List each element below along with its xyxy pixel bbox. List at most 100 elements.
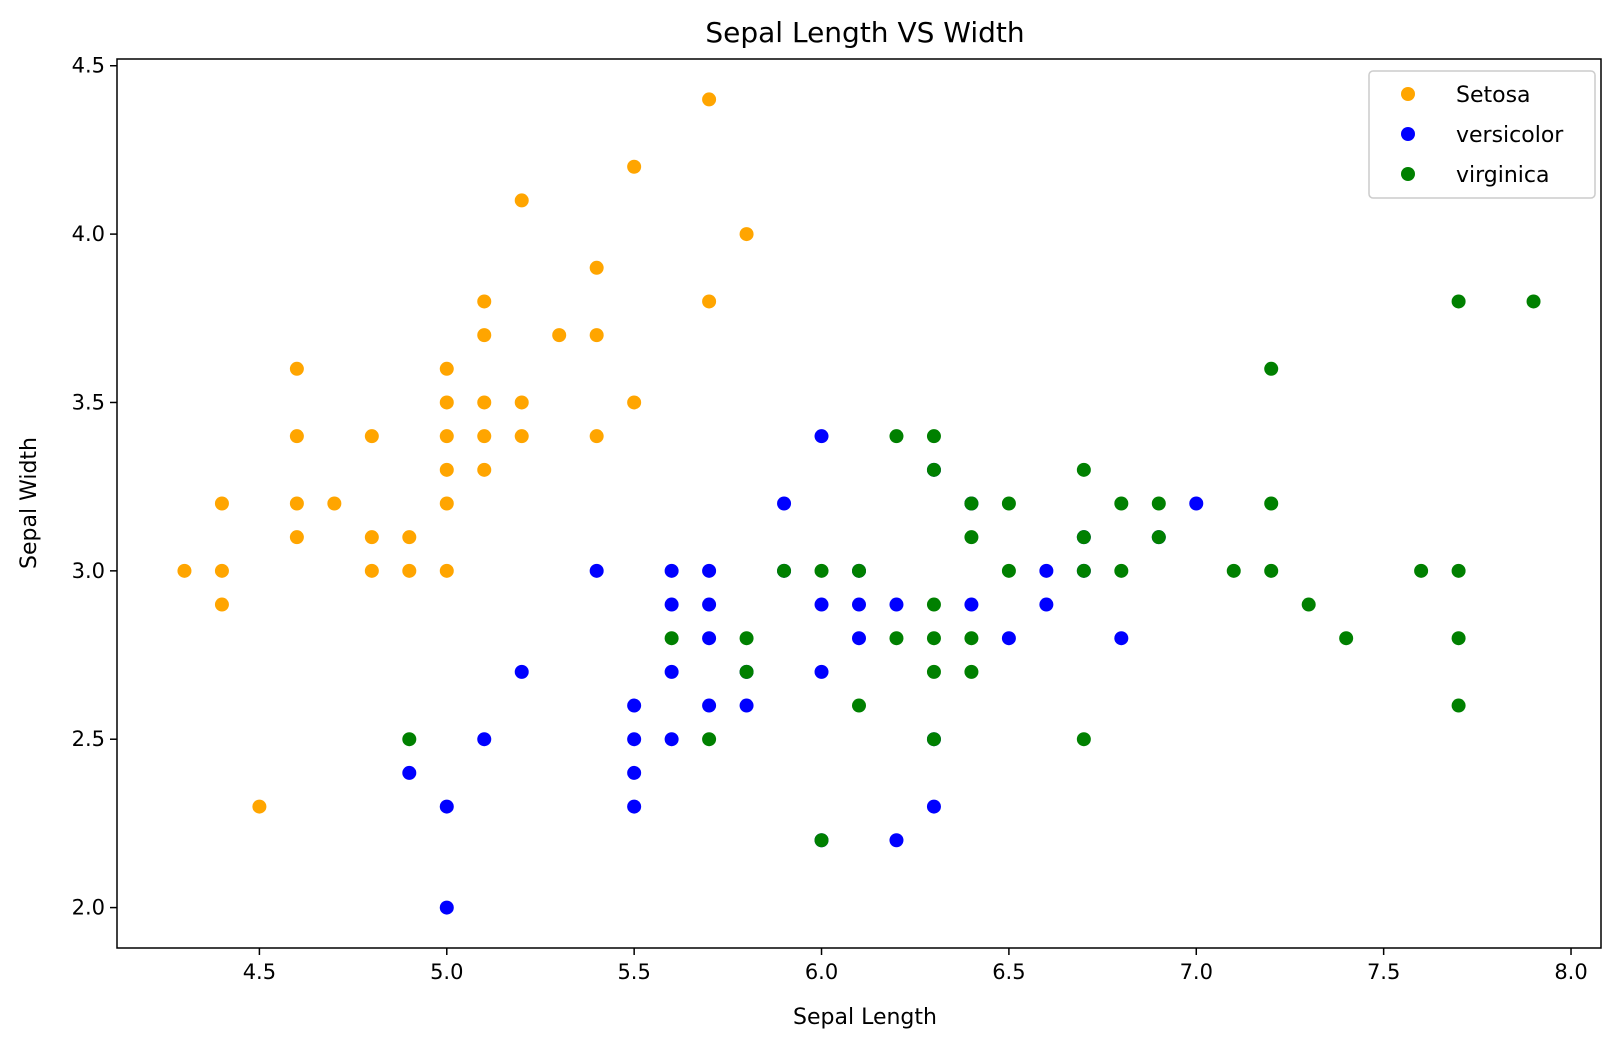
data-point — [926, 597, 941, 612]
data-point — [664, 597, 679, 612]
data-point — [814, 833, 829, 848]
data-point — [1264, 496, 1279, 511]
data-point — [814, 563, 829, 578]
data-point — [664, 563, 679, 578]
legend-marker — [1401, 87, 1415, 101]
data-point — [1001, 563, 1016, 578]
data-point — [514, 395, 529, 410]
data-point — [177, 563, 192, 578]
data-point — [889, 833, 904, 848]
data-point — [439, 429, 454, 444]
data-point — [1451, 698, 1466, 713]
data-point — [477, 328, 492, 343]
data-point — [702, 698, 717, 713]
data-point — [702, 294, 717, 309]
data-point — [964, 631, 979, 646]
data-point — [1151, 496, 1166, 511]
data-point — [926, 664, 941, 679]
data-point — [1451, 563, 1466, 578]
data-point — [926, 631, 941, 646]
data-point — [477, 294, 492, 309]
data-point — [1076, 462, 1091, 477]
data-point — [926, 799, 941, 814]
plot-frame — [116, 58, 1602, 949]
data-point — [964, 597, 979, 612]
chart-title: Sepal Length VS Width — [705, 16, 1024, 49]
data-point — [252, 799, 267, 814]
y-tick-label: 4.5 — [72, 54, 105, 78]
data-point — [1151, 530, 1166, 545]
data-point — [702, 631, 717, 646]
data-point — [514, 193, 529, 208]
data-point — [364, 530, 379, 545]
points-layer — [177, 92, 1541, 915]
data-point — [289, 496, 304, 511]
data-point — [589, 563, 604, 578]
data-point — [1264, 563, 1279, 578]
data-point — [439, 563, 454, 578]
data-point — [514, 664, 529, 679]
data-point — [627, 799, 642, 814]
data-point — [214, 496, 229, 511]
x-tick-label: 4.5 — [243, 960, 276, 984]
x-tick-label: 7.5 — [1367, 960, 1400, 984]
data-point — [739, 698, 754, 713]
data-point — [1526, 294, 1541, 309]
data-point — [327, 496, 342, 511]
data-point — [1264, 361, 1279, 376]
data-point — [1226, 563, 1241, 578]
data-point — [777, 496, 792, 511]
data-point — [214, 563, 229, 578]
data-point — [477, 732, 492, 747]
legend-label: versicolor — [1456, 123, 1564, 148]
data-point — [1301, 597, 1316, 612]
y-tick-label: 2.5 — [72, 727, 105, 751]
x-tick-label: 5.0 — [430, 960, 463, 984]
data-point — [1076, 530, 1091, 545]
data-point — [1114, 631, 1129, 646]
data-point — [552, 328, 567, 343]
data-point — [852, 631, 866, 646]
data-point — [1039, 563, 1054, 578]
data-point — [439, 799, 454, 814]
data-point — [814, 429, 829, 444]
data-point — [402, 765, 417, 780]
data-point — [926, 462, 941, 477]
data-point — [739, 227, 754, 242]
data-point — [964, 664, 979, 679]
data-point — [1451, 631, 1466, 646]
y-tick-label: 3.0 — [72, 559, 105, 583]
data-point — [1451, 294, 1466, 309]
legend-marker — [1401, 127, 1415, 141]
data-point — [402, 732, 417, 747]
data-point — [439, 496, 454, 511]
legend-marker — [1401, 167, 1415, 181]
y-tick-label: 4.0 — [72, 222, 105, 246]
data-point — [702, 732, 717, 747]
legend-label: virginica — [1456, 163, 1550, 188]
data-point — [289, 361, 304, 376]
data-point — [1001, 631, 1016, 646]
data-point — [1114, 496, 1129, 511]
data-point — [664, 631, 679, 646]
y-tick-label: 3.5 — [72, 390, 105, 414]
legend: Setosa versicolor virginica — [1368, 70, 1596, 199]
data-point — [627, 395, 642, 410]
data-point — [926, 732, 941, 747]
data-point — [589, 328, 604, 343]
data-point — [1414, 563, 1429, 578]
data-point — [589, 260, 604, 275]
data-point — [439, 462, 454, 477]
data-point — [702, 92, 717, 107]
data-point — [402, 530, 417, 545]
data-point — [926, 429, 941, 444]
data-point — [777, 563, 792, 578]
data-point — [739, 631, 754, 646]
y-axis-ticks: 2.0 2.5 3.0 3.5 4.0 4.5 — [72, 54, 117, 920]
data-point — [1076, 563, 1091, 578]
legend-label: Setosa — [1456, 83, 1531, 108]
data-point — [439, 395, 454, 410]
data-point — [627, 732, 642, 747]
